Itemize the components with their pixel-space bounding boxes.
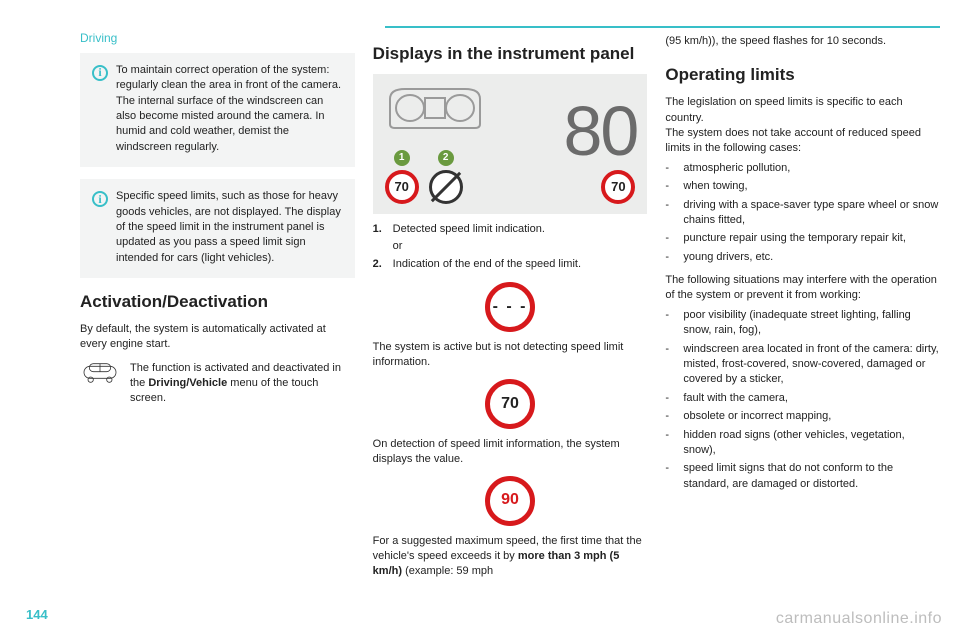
badge-1: 1 <box>394 150 410 166</box>
list-item: 2. Indication of the end of the speed lim… <box>373 257 648 272</box>
heading-operating-limits: Operating limits <box>665 63 940 87</box>
text-bold: Driving/Vehicle <box>148 377 227 389</box>
text: On detection of speed limit information,… <box>373 437 648 468</box>
info-box-camera: i To maintain correct operation of the s… <box>80 53 355 167</box>
speed-big: 80 <box>563 82 637 180</box>
info-text: Specific speed limits, such as those for… <box>116 189 343 266</box>
bullet-list-2: poor visibility (inadequate street light… <box>665 308 940 492</box>
text: (example: 59 mph <box>402 565 493 577</box>
heading-displays: Displays in the instrument panel <box>373 42 648 66</box>
activation-text: By default, the system is automatically … <box>80 322 355 353</box>
badge-2: 2 <box>438 150 454 166</box>
page-content: Driving i To maintain correct operation … <box>0 0 960 590</box>
speed-sign-90: 90 <box>485 476 535 526</box>
sign-dashes-wrap: - - - <box>373 282 648 332</box>
section-label: Driving <box>80 30 355 47</box>
list-item: 1. Detected speed limit indication. <box>373 222 648 237</box>
sign-90-wrap: 90 <box>373 476 648 526</box>
heading-activation: Activation/Deactivation <box>80 290 355 314</box>
header-rule <box>385 26 940 28</box>
text: The legislation on speed limits is speci… <box>665 95 940 126</box>
column-3: (95 km/h)), the speed flashes for 10 sec… <box>665 30 940 580</box>
car-icon <box>80 361 120 390</box>
list-item: speed limit signs that do not conform to… <box>665 461 940 492</box>
speed-sign-70: 70 <box>485 379 535 429</box>
list-item: fault with the camera, <box>665 391 940 406</box>
list-item: atmospheric pollution, <box>665 161 940 176</box>
text: The following situations may interfere w… <box>665 273 940 304</box>
end-limit-sign-icon <box>429 170 463 204</box>
info-icon: i <box>92 65 108 81</box>
text: or <box>393 239 403 254</box>
continuation-text: (95 km/h)), the speed flashes for 10 sec… <box>665 34 940 49</box>
sign-70-wrap: 70 <box>373 379 648 429</box>
instrument-panel-figure: 80 1 70 2 70 <box>373 74 648 214</box>
bullet-list-1: atmospheric pollution, when towing, drivin… <box>665 161 940 265</box>
list-item: young drivers, etc. <box>665 250 940 265</box>
car-setting-row: The function is activated and deactivate… <box>80 361 355 407</box>
num <box>373 239 387 254</box>
info-text: To maintain correct operation of the sys… <box>116 63 343 155</box>
car-setting-text: The function is activated and deactivate… <box>130 361 355 407</box>
list-item: poor visibility (inadequate street light… <box>665 308 940 339</box>
speed-sign-dashes: - - - <box>485 282 535 332</box>
num: 1. <box>373 222 387 237</box>
info-icon: i <box>92 191 108 207</box>
info-box-speedlimits: i Specific speed limits, such as those f… <box>80 179 355 278</box>
list-item: hidden road signs (other vehicles, veget… <box>665 428 940 459</box>
cluster-icon <box>385 84 485 132</box>
page-number: 144 <box>26 606 48 624</box>
num: 2. <box>373 257 387 272</box>
text: Detected speed limit indication. <box>393 222 545 237</box>
speed-sign-70: 70 <box>385 170 419 204</box>
list-item: puncture repair using the temporary repa… <box>665 231 940 246</box>
list-item: or <box>373 239 648 254</box>
list-item: driving with a space-saver type spare wh… <box>665 198 940 229</box>
text: The system is active but is not detectin… <box>373 340 648 371</box>
legend-list: 1. Detected speed limit indication. or 2.… <box>373 222 648 272</box>
speed-sign-70-right: 70 <box>601 170 635 204</box>
watermark: carmanualsonline.info <box>776 608 942 630</box>
text: For a suggested maximum speed, the first… <box>373 534 648 580</box>
list-item: obsolete or incorrect mapping, <box>665 409 940 424</box>
speed-sign: 70 <box>601 170 635 204</box>
list-item: windscreen area located in front of the … <box>665 342 940 388</box>
text: The system does not take account of redu… <box>665 126 940 157</box>
column-1: Driving i To maintain correct operation … <box>80 30 355 580</box>
column-2: Displays in the instrument panel 80 1 70… <box>373 30 648 580</box>
text: Indication of the end of the speed limit… <box>393 257 581 272</box>
list-item: when towing, <box>665 179 940 194</box>
figure-badges: 1 70 2 <box>385 170 463 204</box>
